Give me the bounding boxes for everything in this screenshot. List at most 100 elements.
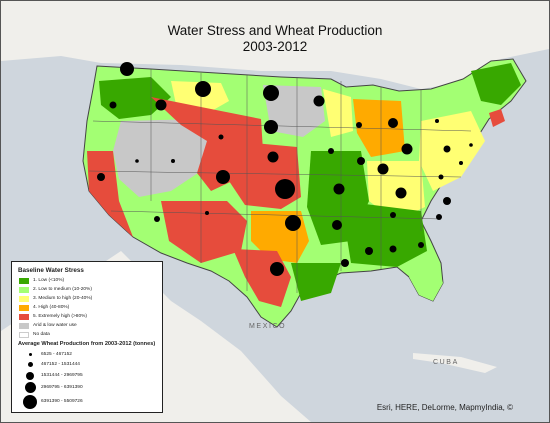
legend-swatch-no-data — [19, 331, 29, 338]
wheat-dot-va — [438, 174, 444, 180]
map-credits: Esri, HERE, DeLorme, MapmyIndia, © — [376, 403, 513, 412]
place-label-mexico: MEXICO — [249, 323, 287, 330]
wheat-dot-mn — [313, 95, 325, 107]
wheat-dot-pa — [443, 145, 451, 153]
legend-swatch-low — [19, 277, 29, 284]
wheat-dot-nv — [135, 159, 139, 163]
legend-label: 3. Medium to high (20-40%) — [33, 296, 93, 301]
legend-stress-row: 4. High (40-80%) — [19, 304, 69, 311]
cuba-land — [413, 353, 497, 373]
wheat-dot-wy — [218, 134, 224, 140]
patch-southeast — [341, 201, 427, 267]
legend-stress-row: 1. Low (<10%) — [19, 277, 64, 284]
patch-great-lakes — [353, 99, 405, 157]
legend-label: 467152 - 1531444 — [41, 362, 80, 367]
place-label-cuba: CUBA — [433, 359, 459, 366]
legend-label: 6525 - 467152 — [41, 352, 72, 357]
patch-gulf-coast — [291, 263, 341, 301]
wheat-dot-in — [377, 163, 389, 175]
state-borders — [88, 69, 472, 293]
legend-dot-class-3 — [26, 371, 34, 380]
stress-patches — [87, 63, 521, 307]
legend-label: 5. Extremely high (>80%) — [33, 314, 87, 319]
legend-stress-row: 3. Medium to high (20-40%) — [19, 295, 92, 302]
legend-production-row: 2969795 - 6391390 — [19, 382, 83, 393]
legend-dot-class-2 — [27, 362, 33, 367]
wheat-dot-ia — [328, 148, 334, 154]
map-title: Water Stress and Wheat Production — [167, 23, 383, 38]
wheat-dot-id — [155, 99, 167, 111]
patch-boston — [489, 109, 505, 127]
wheat-dots — [97, 62, 473, 276]
wheat-dot-az — [154, 216, 160, 222]
wheat-dot-mo — [333, 183, 345, 195]
wheat-dot-nj — [469, 143, 473, 147]
patch-california — [87, 151, 133, 237]
patch-pacific-nw — [99, 77, 171, 119]
wheat-dot-wi — [356, 122, 362, 128]
legend-production-row: 6525 - 467152 — [19, 351, 72, 358]
legend-dot-class-5 — [23, 394, 37, 409]
wheat-dot-md — [459, 161, 463, 165]
wheat-dot-sd — [264, 120, 278, 134]
legend-label: 1531444 - 2969795 — [41, 373, 83, 378]
wheat-dot-nc — [443, 197, 451, 205]
wheat-dot-tn — [390, 212, 396, 218]
wheat-dot-wa — [120, 62, 134, 76]
legend-production-row: 467152 - 1531444 — [19, 361, 80, 368]
wheat-dot-ar — [332, 220, 342, 230]
legend-label: 6391390 - 5509726 — [41, 399, 83, 404]
wheat-dot-mi — [388, 118, 398, 128]
legend-dot-class-4 — [24, 382, 36, 393]
patch-minnesota — [323, 89, 353, 137]
wheat-dot-ne — [267, 151, 279, 163]
wheat-dot-ky — [395, 187, 407, 199]
legend-stress-row: Arid & low water use — [19, 322, 77, 329]
legend-dot-class-1 — [28, 353, 32, 356]
legend-production-row: 1531444 - 2969795 — [19, 371, 83, 380]
wheat-dot-ks — [275, 179, 295, 199]
wheat-dot-nd — [263, 85, 279, 101]
wheat-dot-ga — [418, 242, 424, 248]
legend-swatch-high — [19, 304, 29, 311]
wheat-dot-ny — [435, 119, 439, 123]
legend-swatch-medium-high — [19, 295, 29, 302]
map-legend: Baseline Water Stress 1. Low (<10%) 2. L… — [11, 261, 163, 413]
wheat-dot-oh — [401, 143, 413, 155]
legend-label: Arid & low water use — [33, 323, 77, 328]
patch-great-basin — [113, 119, 213, 197]
legend-production-row: 6391390 - 5509726 — [19, 394, 83, 409]
legend-production-title: Average Wheat Production from 2003-2012 … — [18, 341, 156, 347]
legend-stress-row: 5. Extremely high (>80%) — [19, 313, 87, 320]
wheat-dot-ca — [97, 173, 105, 181]
map-subtitle: 2003-2012 — [242, 39, 308, 54]
legend-stress-title: Baseline Water Stress — [18, 267, 84, 274]
legend-label: No data — [33, 332, 50, 337]
legend-label: 2969795 - 6391390 — [41, 385, 83, 390]
wheat-dot-ms — [365, 247, 373, 255]
wheat-dot-la — [341, 259, 349, 267]
patch-southwest — [161, 201, 247, 263]
wheat-dot-nm — [205, 211, 209, 215]
wheat-dot-ut — [171, 159, 175, 163]
wheat-dot-sc — [436, 214, 442, 220]
wheat-dot-or — [109, 101, 117, 109]
wheat-dot-mt — [195, 81, 211, 97]
legend-swatch-arid — [19, 322, 29, 329]
patch-florida — [409, 263, 443, 301]
patch-dakotas — [263, 85, 325, 137]
legend-label: 4. High (40-80%) — [33, 305, 70, 310]
canada-land — [1, 1, 549, 89]
wheat-dot-al — [389, 245, 397, 253]
legend-swatch-low-medium — [19, 286, 29, 293]
wheat-dot-tx — [270, 262, 284, 276]
legend-label: 2. Low to medium (10-20%) — [33, 287, 92, 292]
legend-stress-row: No data — [19, 331, 50, 338]
wheat-dot-ok — [285, 215, 301, 231]
wheat-dot-co — [216, 170, 230, 184]
wheat-dot-il — [357, 157, 365, 165]
legend-swatch-extremely-high — [19, 313, 29, 320]
legend-stress-row: 2. Low to medium (10-20%) — [19, 286, 92, 293]
legend-label: 1. Low (<10%) — [33, 278, 65, 283]
patch-new-england — [471, 63, 521, 105]
